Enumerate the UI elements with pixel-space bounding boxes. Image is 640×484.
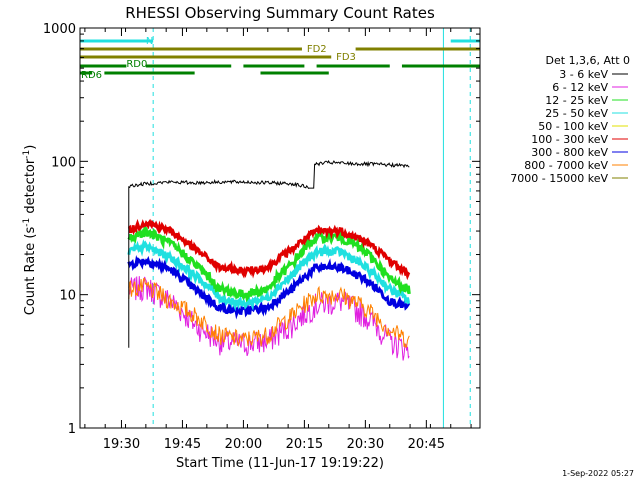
y-tick-label: 1: [68, 422, 76, 437]
legend-title: Det 1,3,6, Att 0: [546, 54, 630, 67]
flag-label: RD6: [81, 70, 102, 81]
series-line: [127, 254, 411, 320]
axes: 1 10 100 1000 19:30 19:45 20:00 20:15 20:30 20:45: [43, 22, 481, 452]
legend-entry-label: 12 - 25 keV: [545, 94, 608, 107]
x-tick-label: 20:30: [347, 437, 384, 452]
series-line: [127, 239, 411, 312]
series-line: [128, 159, 410, 190]
series-line: [128, 277, 410, 348]
chart-title: RHESSI Observing Summary Count Rates: [125, 4, 435, 22]
plot-area: N FD2 FD3 RD0 RD6: [79, 28, 480, 428]
y-tick-label: 1000: [43, 22, 76, 37]
series-line: [127, 224, 411, 303]
footer-timestamp: 1-Sep-2022 05:27: [562, 469, 634, 478]
y-axis-label-part: ): [23, 145, 38, 150]
x-tick-label: 20:45: [408, 437, 445, 452]
y-tick-label: 10: [59, 289, 76, 304]
legend-entry-label: 800 - 7000 keV: [524, 159, 608, 172]
legend-entry-label: 6 - 12 keV: [552, 81, 608, 94]
legend-entry-label: 300 - 800 keV: [531, 146, 608, 159]
y-tick-label: 100: [51, 155, 76, 170]
legend-entry-label: 50 - 100 keV: [538, 120, 608, 133]
flag-label: N: [146, 36, 153, 47]
flag-label: FD3: [336, 52, 356, 63]
legend-entry-label: 7000 - 15000 keV: [510, 172, 608, 185]
y-axis-label-part: -1: [22, 150, 32, 159]
x-tick-label: 19:30: [103, 437, 140, 452]
series-line: [127, 218, 411, 281]
y-axis-label: Count Rate (s-1 detector-1): [22, 145, 38, 316]
x-tick-label: 20:15: [286, 437, 323, 452]
flag-label: RD0: [126, 59, 147, 70]
legend-entry-label: 100 - 300 keV: [531, 133, 608, 146]
y-axis-label-part: -1: [22, 218, 32, 227]
x-tick-label: 20:00: [225, 437, 262, 452]
legend-entry-label: 25 - 50 keV: [545, 107, 608, 120]
flag-label: FD2: [307, 44, 327, 55]
x-tick-label: 19:45: [164, 437, 201, 452]
legend-entry-label: 3 - 6 keV: [559, 68, 608, 81]
y-axis-label-part: detector: [23, 158, 38, 218]
x-axis-label: Start Time (11-Jun-17 19:19:22): [176, 456, 384, 471]
plot-frame: [79, 27, 481, 429]
y-axis-label-part: Count Rate (s: [23, 227, 38, 316]
